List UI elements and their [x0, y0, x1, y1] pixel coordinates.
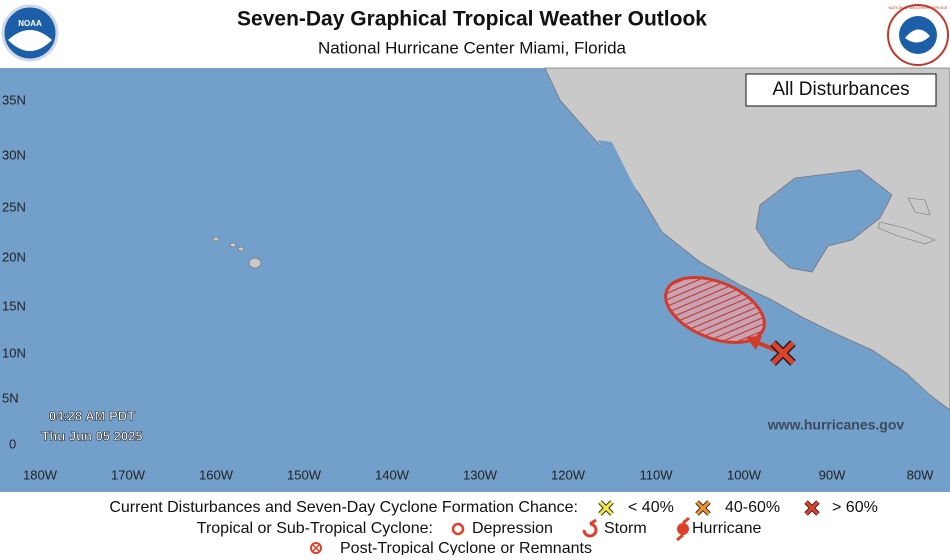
- lon-label: 130W: [463, 467, 498, 482]
- lon-label: 170W: [111, 467, 146, 482]
- lat-label: 30N: [2, 147, 26, 162]
- hawaii: [212, 236, 262, 269]
- legend-row1-label: Current Disturbances and Seven-Day Cyclo…: [109, 499, 578, 516]
- disturbance-area: [664, 276, 766, 344]
- lon-label: 150W: [287, 467, 322, 482]
- cuba: [877, 221, 936, 245]
- lon-label: 140W: [375, 467, 410, 482]
- title: Seven-Day Graphical Tropical Weather Out…: [237, 8, 707, 31]
- lat-label: 10N: [2, 345, 26, 360]
- lat-label: 15N: [2, 298, 26, 313]
- lat-label: 5N: [2, 390, 19, 405]
- lon-label: 90W: [819, 467, 846, 482]
- map: All Disturbances 04:28 AM PDT Thu Jun 05…: [0, 67, 950, 492]
- legend: Current Disturbances and Seven-Day Cyclo…: [109, 499, 878, 557]
- lon-labels: 180W 170W 160W 150W 140W 130W 120W 110W 100W 90W 8…: [23, 467, 934, 482]
- legend-row3-label: Post-Tropical Cyclone or Remnants: [340, 540, 592, 555]
- lat-label: 0: [9, 436, 16, 451]
- legend-depression: Depression: [472, 520, 553, 537]
- logo-text: NATIONAL WEATHER SERVICE: [889, 5, 948, 10]
- timestamp-date: Thu Jun 05 2025: [41, 428, 142, 443]
- lon-label: 120W: [551, 467, 586, 482]
- legend-medium: 40-60%: [725, 499, 780, 516]
- legend-storm: Storm: [604, 520, 647, 537]
- florida: [907, 197, 931, 216]
- logo-text: NOAA: [18, 19, 42, 28]
- subtitle: National Hurricane Center Miami, Florida: [318, 38, 627, 57]
- legend-hurricane: Hurricane: [692, 520, 761, 537]
- nws-logo: NATIONAL WEATHER SERVICE: [887, 4, 949, 66]
- lat-labels: 35N 30N 25N 20N 15N 10N 5N 0: [2, 92, 26, 451]
- website: www.hurricanes.gov: [767, 417, 905, 433]
- legend-row2-label: Tropical or Sub-Tropical Cyclone:: [197, 520, 433, 537]
- lat-label: 35N: [2, 92, 26, 107]
- lon-label: 100W: [727, 467, 762, 482]
- noaa-logo: NOAA: [1, 4, 59, 62]
- lon-label: 160W: [199, 467, 234, 482]
- gulf-of-mexico: [755, 169, 893, 273]
- lon-label: 80W: [907, 467, 934, 482]
- legend-high: > 60%: [832, 499, 878, 516]
- badge: All Disturbances: [772, 79, 909, 100]
- legend-low: < 40%: [628, 499, 674, 516]
- lon-label: 110W: [640, 467, 674, 482]
- timestamp-time: 04:28 AM PDT: [49, 408, 135, 423]
- badge-box: [745, 73, 937, 107]
- lon-label: 180W: [23, 467, 58, 482]
- arrow-head: [746, 336, 762, 350]
- lat-label: 25N: [2, 199, 26, 214]
- gulf-of-california: [598, 140, 660, 232]
- lat-label: 20N: [2, 249, 26, 264]
- disturbance-marker: [770, 340, 796, 366]
